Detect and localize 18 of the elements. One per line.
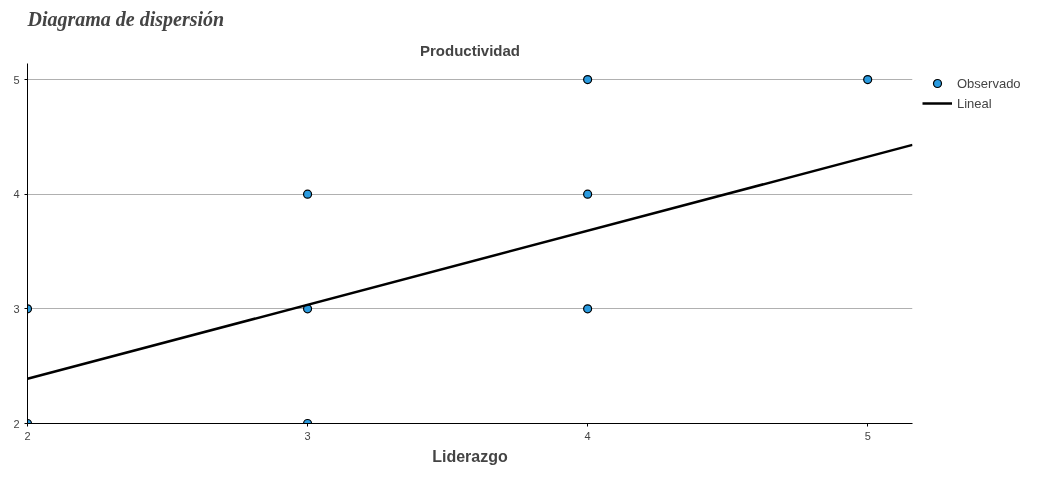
text: Diagrama de dispersión (26, 7, 225, 31)
point (583, 74, 593, 85)
point (583, 189, 593, 199)
y-tick-label: 2 (13, 417, 20, 430)
legend-label: Observado (957, 74, 1021, 93)
y-axis-title: Productividad (419, 41, 521, 59)
point (302, 189, 313, 199)
y-tick-label: 5 (13, 73, 20, 86)
point (583, 304, 593, 314)
x-tick-label: 5 (864, 429, 871, 442)
point (863, 74, 873, 85)
x-axis-title: Liderazgo (432, 447, 509, 465)
y-tick-label: 4 (13, 188, 20, 201)
x-tick-label: 3 (304, 429, 311, 442)
legend-label: Lineal (957, 94, 992, 113)
x-tick-label: 2 (24, 429, 31, 442)
x-tick-label: 4 (584, 429, 591, 442)
y-tick-label: 3 (13, 302, 20, 315)
